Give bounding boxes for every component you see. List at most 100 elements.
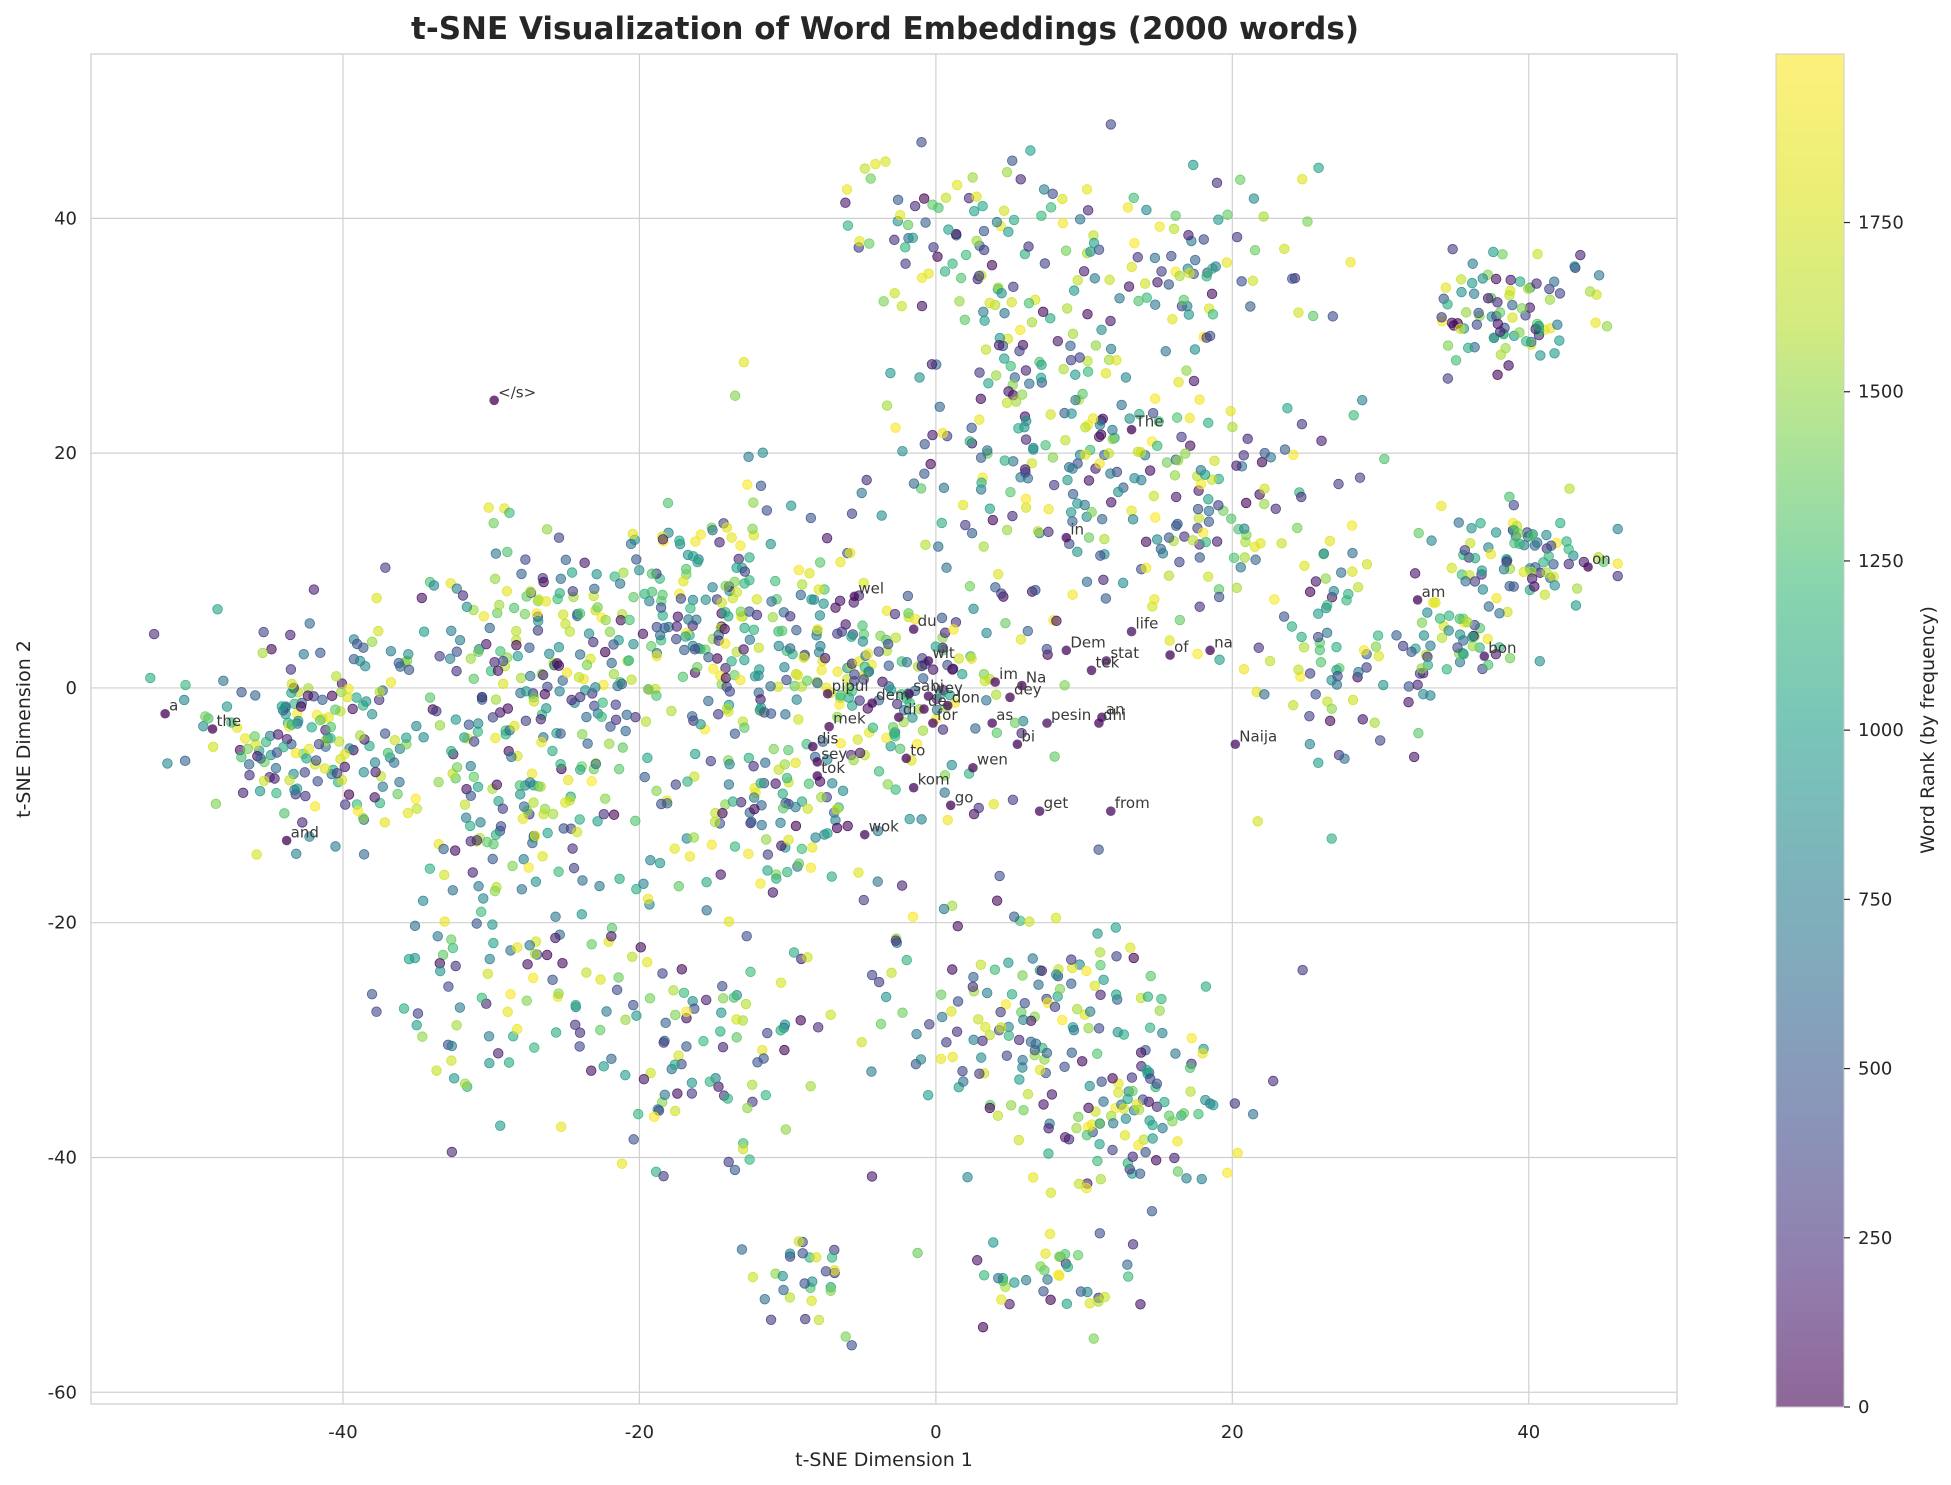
scatter-point [1171, 412, 1183, 423]
scatter-point [747, 1271, 759, 1283]
scatter-point [1099, 533, 1110, 545]
scatter-point [266, 644, 277, 655]
scatter-point [846, 1340, 857, 1351]
annotated-point [859, 829, 870, 840]
scatter-point [729, 841, 741, 852]
scatter-point [939, 266, 951, 277]
scatter-point [610, 699, 621, 710]
scatter-point [1228, 552, 1240, 564]
scatter-point [981, 695, 992, 706]
scatter-point [937, 427, 948, 439]
scatter-point [1001, 524, 1013, 536]
scatter-point [968, 603, 979, 614]
scatter-point [1054, 1251, 1065, 1262]
scatter-point [610, 714, 622, 725]
scatter-point [940, 192, 952, 204]
scatter-point [662, 497, 674, 509]
scatter-point [1207, 309, 1219, 320]
scatter-point [1120, 1113, 1132, 1124]
scatter-point [775, 817, 786, 829]
scatter-point [1436, 632, 1448, 644]
scatter-point [520, 554, 531, 565]
scatter-point [810, 832, 821, 843]
annotated-point [990, 677, 1000, 687]
scatter-point [482, 968, 494, 980]
scatter-point [1040, 440, 1051, 451]
word-label: don [952, 689, 980, 707]
scatter-point [872, 876, 883, 887]
scatter-point [873, 646, 884, 657]
scatter-point [819, 652, 831, 664]
scatter-point [575, 764, 586, 775]
scatter-point [564, 626, 576, 637]
scatter-point [608, 809, 620, 820]
scatter-point [955, 272, 967, 284]
scatter-point [779, 661, 790, 673]
scatter-point [250, 690, 261, 701]
scatter-point [695, 529, 706, 540]
scatter-point [443, 981, 454, 992]
scatter-point [656, 798, 667, 810]
scatter-point [960, 519, 971, 531]
scatter-point [857, 636, 869, 647]
scatter-point [444, 653, 456, 664]
scatter-point [1422, 607, 1433, 618]
scatter-point [1036, 965, 1047, 976]
annotated-point [901, 753, 912, 764]
scatter-point [370, 766, 381, 778]
x-tick-label: -40 [328, 1422, 357, 1443]
annotated-point [1061, 532, 1072, 543]
scatter-point [991, 727, 1003, 739]
scatter-point [1287, 273, 1298, 284]
scatter-point [1117, 577, 1129, 589]
scatter-point [1018, 1014, 1029, 1026]
scatter-point [1171, 520, 1182, 532]
scatter-point [620, 1014, 631, 1026]
scatter-point [1193, 513, 1204, 524]
scatter-point [1127, 1151, 1138, 1162]
scatter-point [1544, 294, 1556, 305]
scatter-point [1060, 434, 1071, 446]
scatter-point [1095, 989, 1106, 1001]
scatter-point [678, 987, 690, 998]
scatter-point [687, 711, 698, 722]
scatter-point [1232, 1147, 1243, 1159]
scatter-point [463, 719, 475, 730]
scatter-point [896, 880, 908, 891]
annotated-point [812, 757, 823, 767]
scatter-point [977, 200, 988, 212]
scatter-point [308, 584, 320, 595]
scatter-point [784, 1292, 796, 1303]
scatter-point [606, 931, 617, 942]
scatter-point [1105, 119, 1117, 130]
scatter-point [1462, 342, 1474, 354]
scatter-point [1434, 613, 1446, 624]
scatter-point [495, 821, 507, 832]
scatter-point [936, 612, 948, 624]
scatter-point [1181, 365, 1192, 376]
scatter-point [1016, 389, 1028, 400]
scatter-point [1020, 493, 1032, 505]
scatter-point [162, 758, 173, 769]
scatter-point [1186, 1032, 1197, 1044]
scatter-point [752, 1057, 763, 1068]
scatter-point [1035, 1261, 1046, 1272]
scatter-point [236, 686, 247, 698]
scatter-point [679, 644, 690, 656]
scatter-point [435, 965, 446, 977]
scatter-point [1098, 574, 1109, 586]
scatter-point [1159, 1096, 1170, 1108]
scatter-point [557, 609, 569, 620]
scatter-point [1003, 226, 1014, 238]
scatter-point [862, 648, 874, 659]
scatter-point [1221, 257, 1233, 268]
scatter-point [792, 669, 803, 681]
scatter-point [1146, 1205, 1158, 1217]
scatter-point [524, 940, 535, 951]
scatter-point [1033, 979, 1044, 990]
scatter-point [759, 707, 770, 718]
scatter-point [434, 651, 445, 662]
scatter-point [709, 816, 721, 828]
scatter-point [1293, 664, 1304, 675]
scatter-point [947, 258, 958, 269]
